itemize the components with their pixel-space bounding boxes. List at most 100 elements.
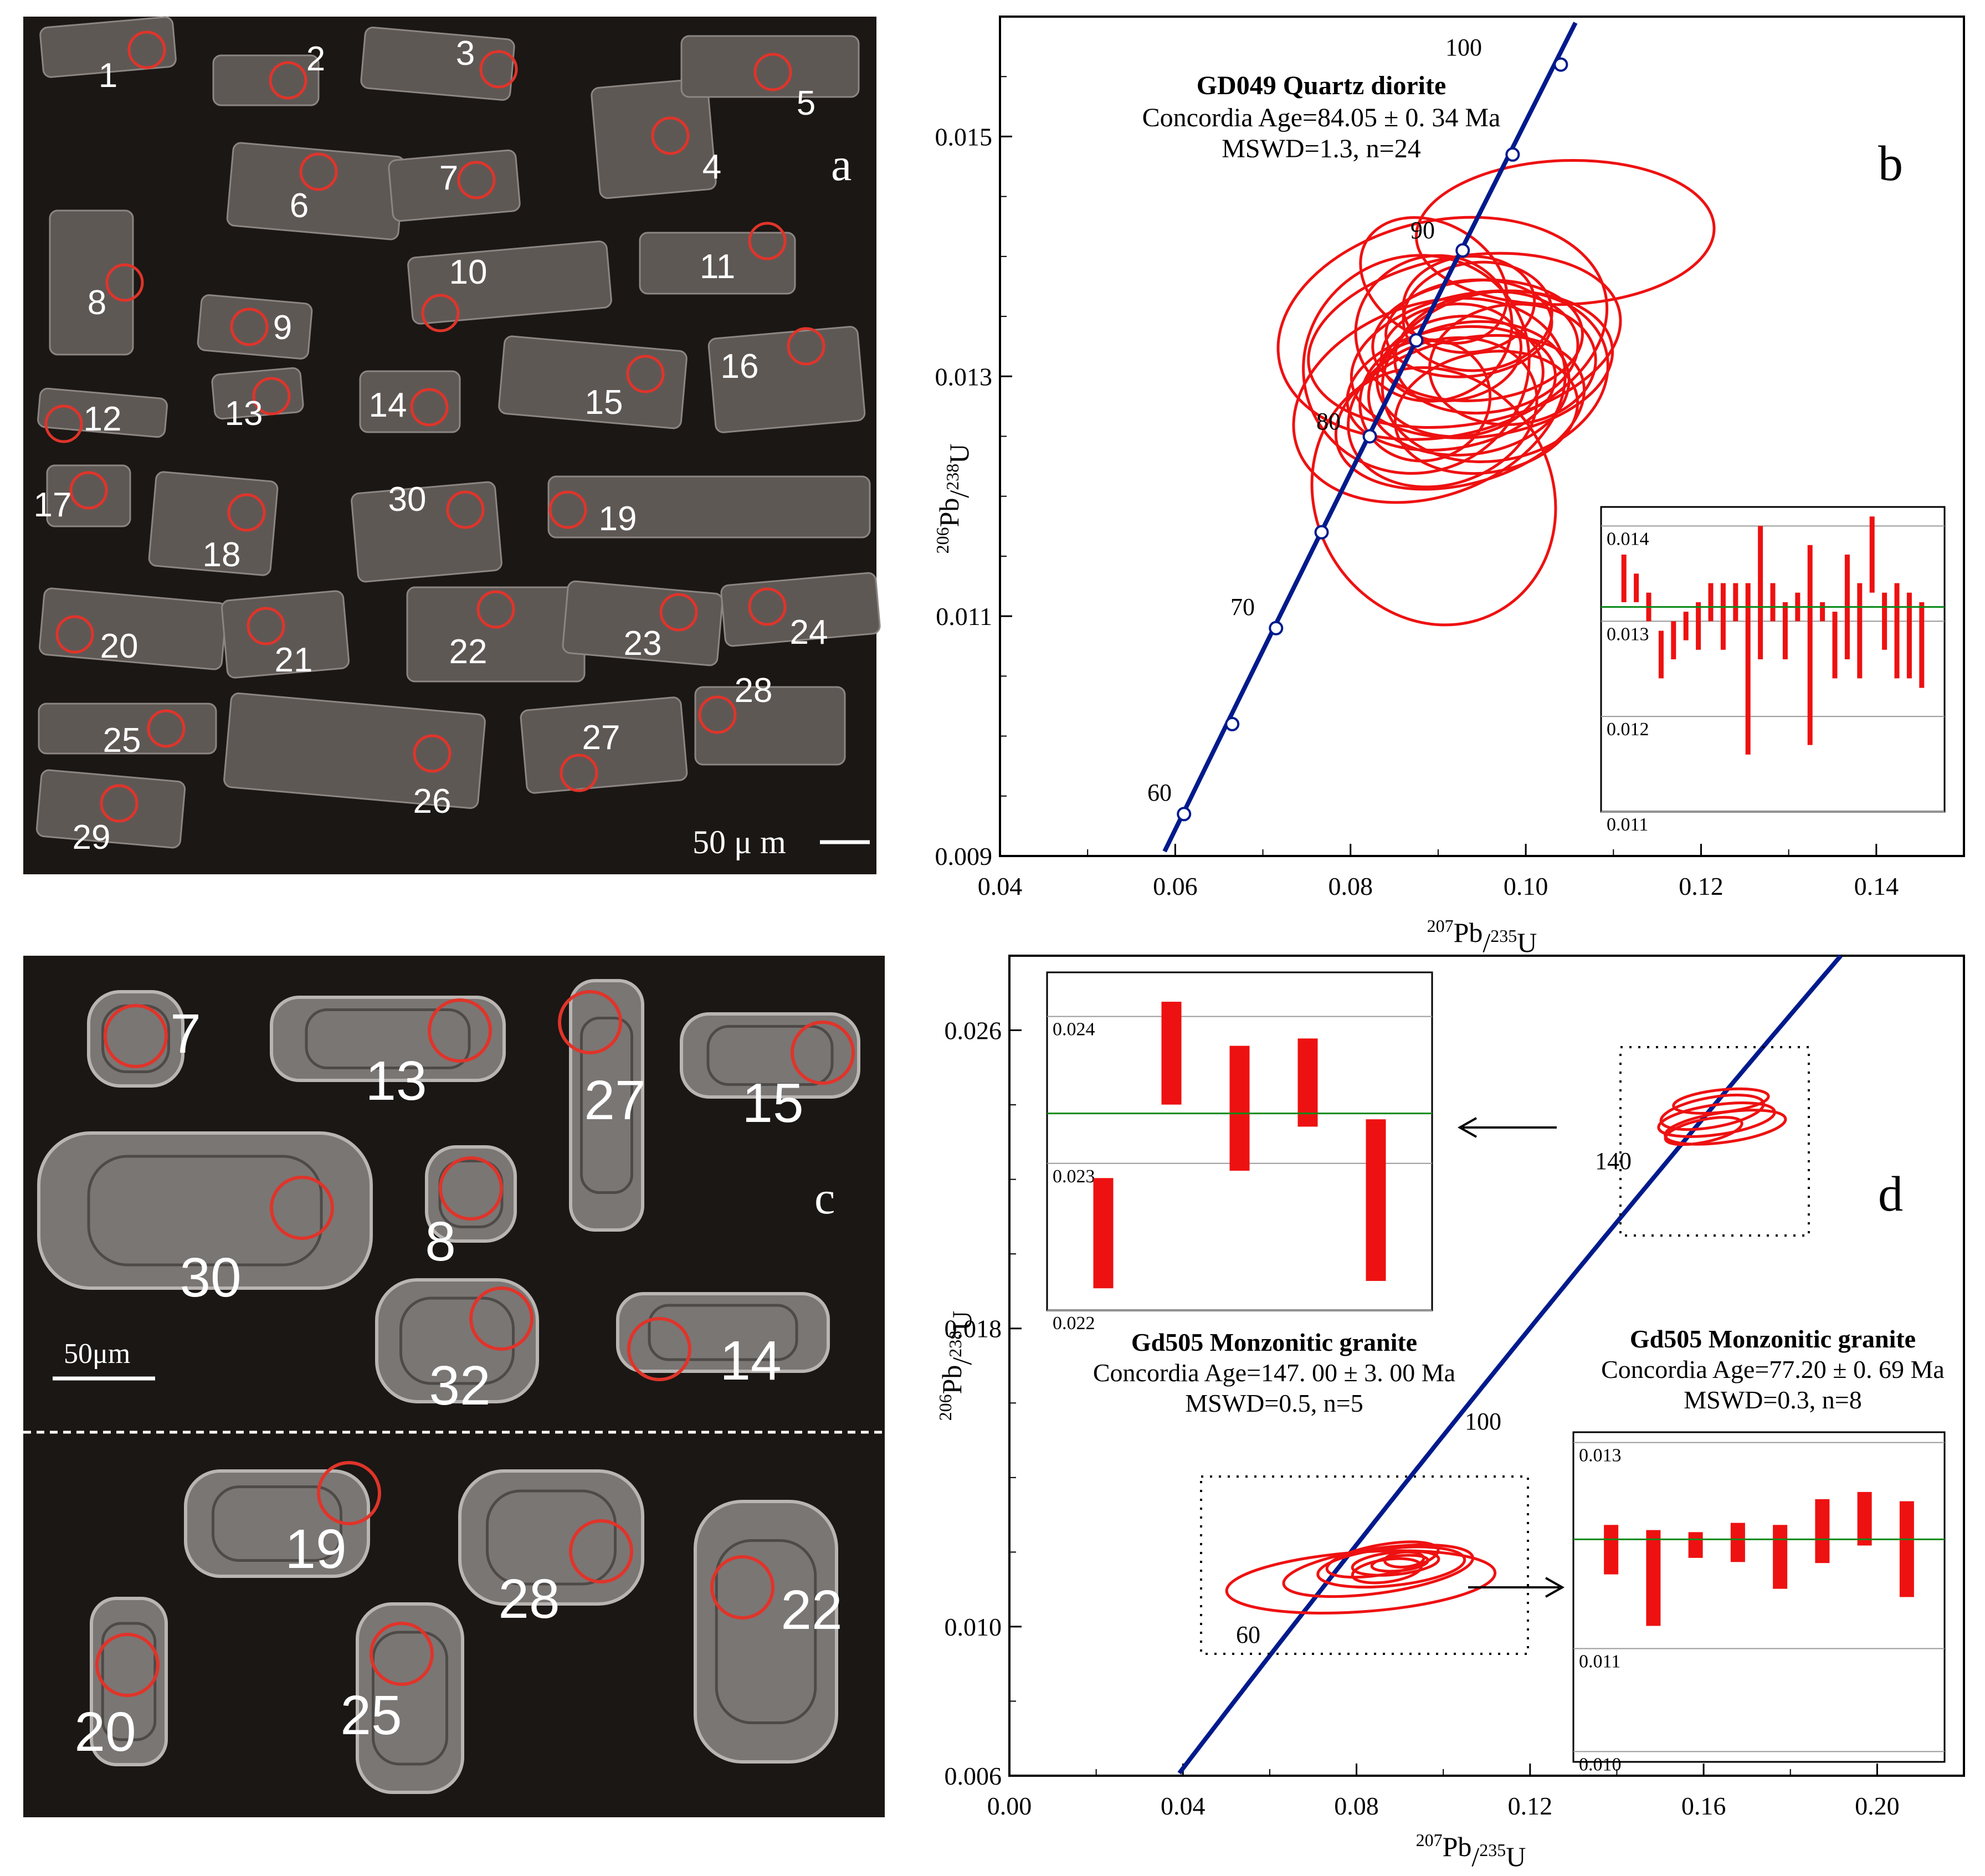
inset-tick-label: 0.013 [1607,624,1649,644]
inset-bar [1882,592,1887,650]
grain-label: 25 [103,721,141,760]
y-tick-label: 0.018 [945,1315,1002,1343]
growth-zoning [399,1296,515,1385]
chart-subtitle-b-1: Concordia Age=84.05 ± 0. 34 Ma [1142,103,1501,132]
inset-bar [1229,1045,1250,1171]
uncertainty-ellipse [1351,1550,1440,1577]
panel-letter-c: c [814,1172,835,1224]
zircon-grain [212,54,320,106]
grain-label: 7 [439,159,458,197]
uncertainty-ellipse [1393,350,1579,475]
zircon-grain [569,979,644,1232]
y-axis-label-d: 206Pb/238U [935,1311,977,1421]
inset-bar [1646,1530,1661,1626]
grain-label: 9 [273,309,292,347]
zircon-grain [35,769,186,849]
uncertainty-ellipse [1370,1554,1430,1573]
zircon-grain [388,149,521,222]
inset-bar [1297,1038,1318,1127]
zircon-grain [375,1278,539,1403]
analysis-spot [791,1021,855,1085]
x-tick-label: 0.00 [987,1792,1032,1820]
inset-bar [1708,583,1714,622]
zircon-grains-a [35,16,881,849]
x-tick-label: 0.16 [1681,1792,1726,1820]
analysis-spot [230,307,269,346]
analysis-spot [469,1286,534,1351]
uncertainty-ellipse [1310,366,1557,627]
uncertainty-ellipse [1358,338,1492,463]
panel-letter-b: b [1878,136,1903,191]
grain-label: 24 [790,613,828,652]
y-tick-label: 0.009 [935,842,993,870]
y-tick-label: 0.013 [935,362,993,391]
analysis-spot [100,784,139,823]
inset-bar [1683,612,1689,640]
analysis-spot [104,1004,168,1068]
x-tick-label: 0.10 [1504,872,1548,900]
analysis-spot [413,734,452,773]
analysis-spot [710,1555,774,1619]
inset-bar [1857,1491,1872,1546]
inset-bar [1894,583,1900,679]
inset-bar [1770,583,1776,622]
grain-label: 20 [74,1701,136,1763]
inset-bar [1093,1178,1114,1289]
chart-subtitle-b-2: MSWD=1.3, n=24 [1222,134,1420,163]
zircon-grain [694,1500,838,1764]
grain-label: 10 [449,253,488,291]
inset-bar [1621,554,1627,602]
y-tick-label: 0.026 [945,1017,1002,1045]
inset-frame [1572,1431,1946,1763]
x-tick-label: 0.08 [1334,1792,1379,1820]
inset-bar [1658,631,1664,679]
scale-bar-label-a: 50 μ m [693,824,786,860]
grain-label: 28 [735,672,773,710]
zoom-box-upper [1619,1046,1810,1237]
age-marker [1269,621,1284,635]
analysis-spot [627,1317,691,1381]
analysis-spot [127,30,166,69]
inset-tick-label: 0.012 [1607,719,1649,740]
analysis-spot [439,1156,503,1221]
concordia-curve-d: 60 100 140 [1177,954,1843,1775]
inset-bar [1161,1002,1182,1105]
x-tick-label: 0.12 [1508,1792,1553,1820]
grain-label: 2 [306,40,325,78]
axis-ticks-b: 0.04 0.06 0.08 0.10 0.12 0.140.0090.0110.0130… [935,16,1965,900]
age-marker [1362,429,1377,444]
zircon-grain [498,335,688,429]
inset-tick-label: 0.014 [1607,529,1649,549]
grain-label: 13 [365,1050,427,1112]
concordia-age-label: 140 [1595,1147,1632,1175]
y-tick-label: 0.015 [935,122,993,151]
grain-label: 15 [585,383,623,422]
grain-label: 15 [742,1072,803,1134]
analysis-spot [421,294,460,332]
inset-tick-label: 0.011 [1607,814,1648,835]
concordia-age-label: 90 [1410,217,1435,244]
zircon-grain [197,294,313,360]
grain-label: 19 [285,1518,346,1580]
panel-c-cl-image: 7 13 27 15 30 8 32 14 19 28 22 20 25 c 50μm [23,956,885,1817]
y-tick-label: 0.011 [936,602,992,631]
growth-zoning [706,1025,834,1086]
panel-b-concordia-chart: 0.04 0.06 0.08 0.10 0.12 0.140.0090.0110.0130… [932,16,1965,958]
grain-label: 6 [290,187,309,225]
zircon-grains-c [37,979,860,1794]
zircon-grain [148,471,279,576]
annotation-line-d-1b: MSWD=0.5, n=5 [1185,1389,1363,1417]
zircon-grain [359,370,461,433]
zircon-grain [37,387,168,438]
zircon-grain [49,209,134,356]
analysis-spot [44,404,83,443]
zircon-grain [616,1292,830,1373]
analysis-spot [626,355,665,393]
zircon-grain [680,1012,860,1099]
y-tick-label: 0.006 [945,1762,1002,1790]
age-marker [1455,243,1470,258]
inset-bars-b: 0.014 0.013 0.012 0.011 [1600,506,1946,835]
zircon-grain [458,1469,644,1606]
uncertainty-ellipse [1414,158,1716,306]
x-tick-label: 0.12 [1679,872,1724,900]
